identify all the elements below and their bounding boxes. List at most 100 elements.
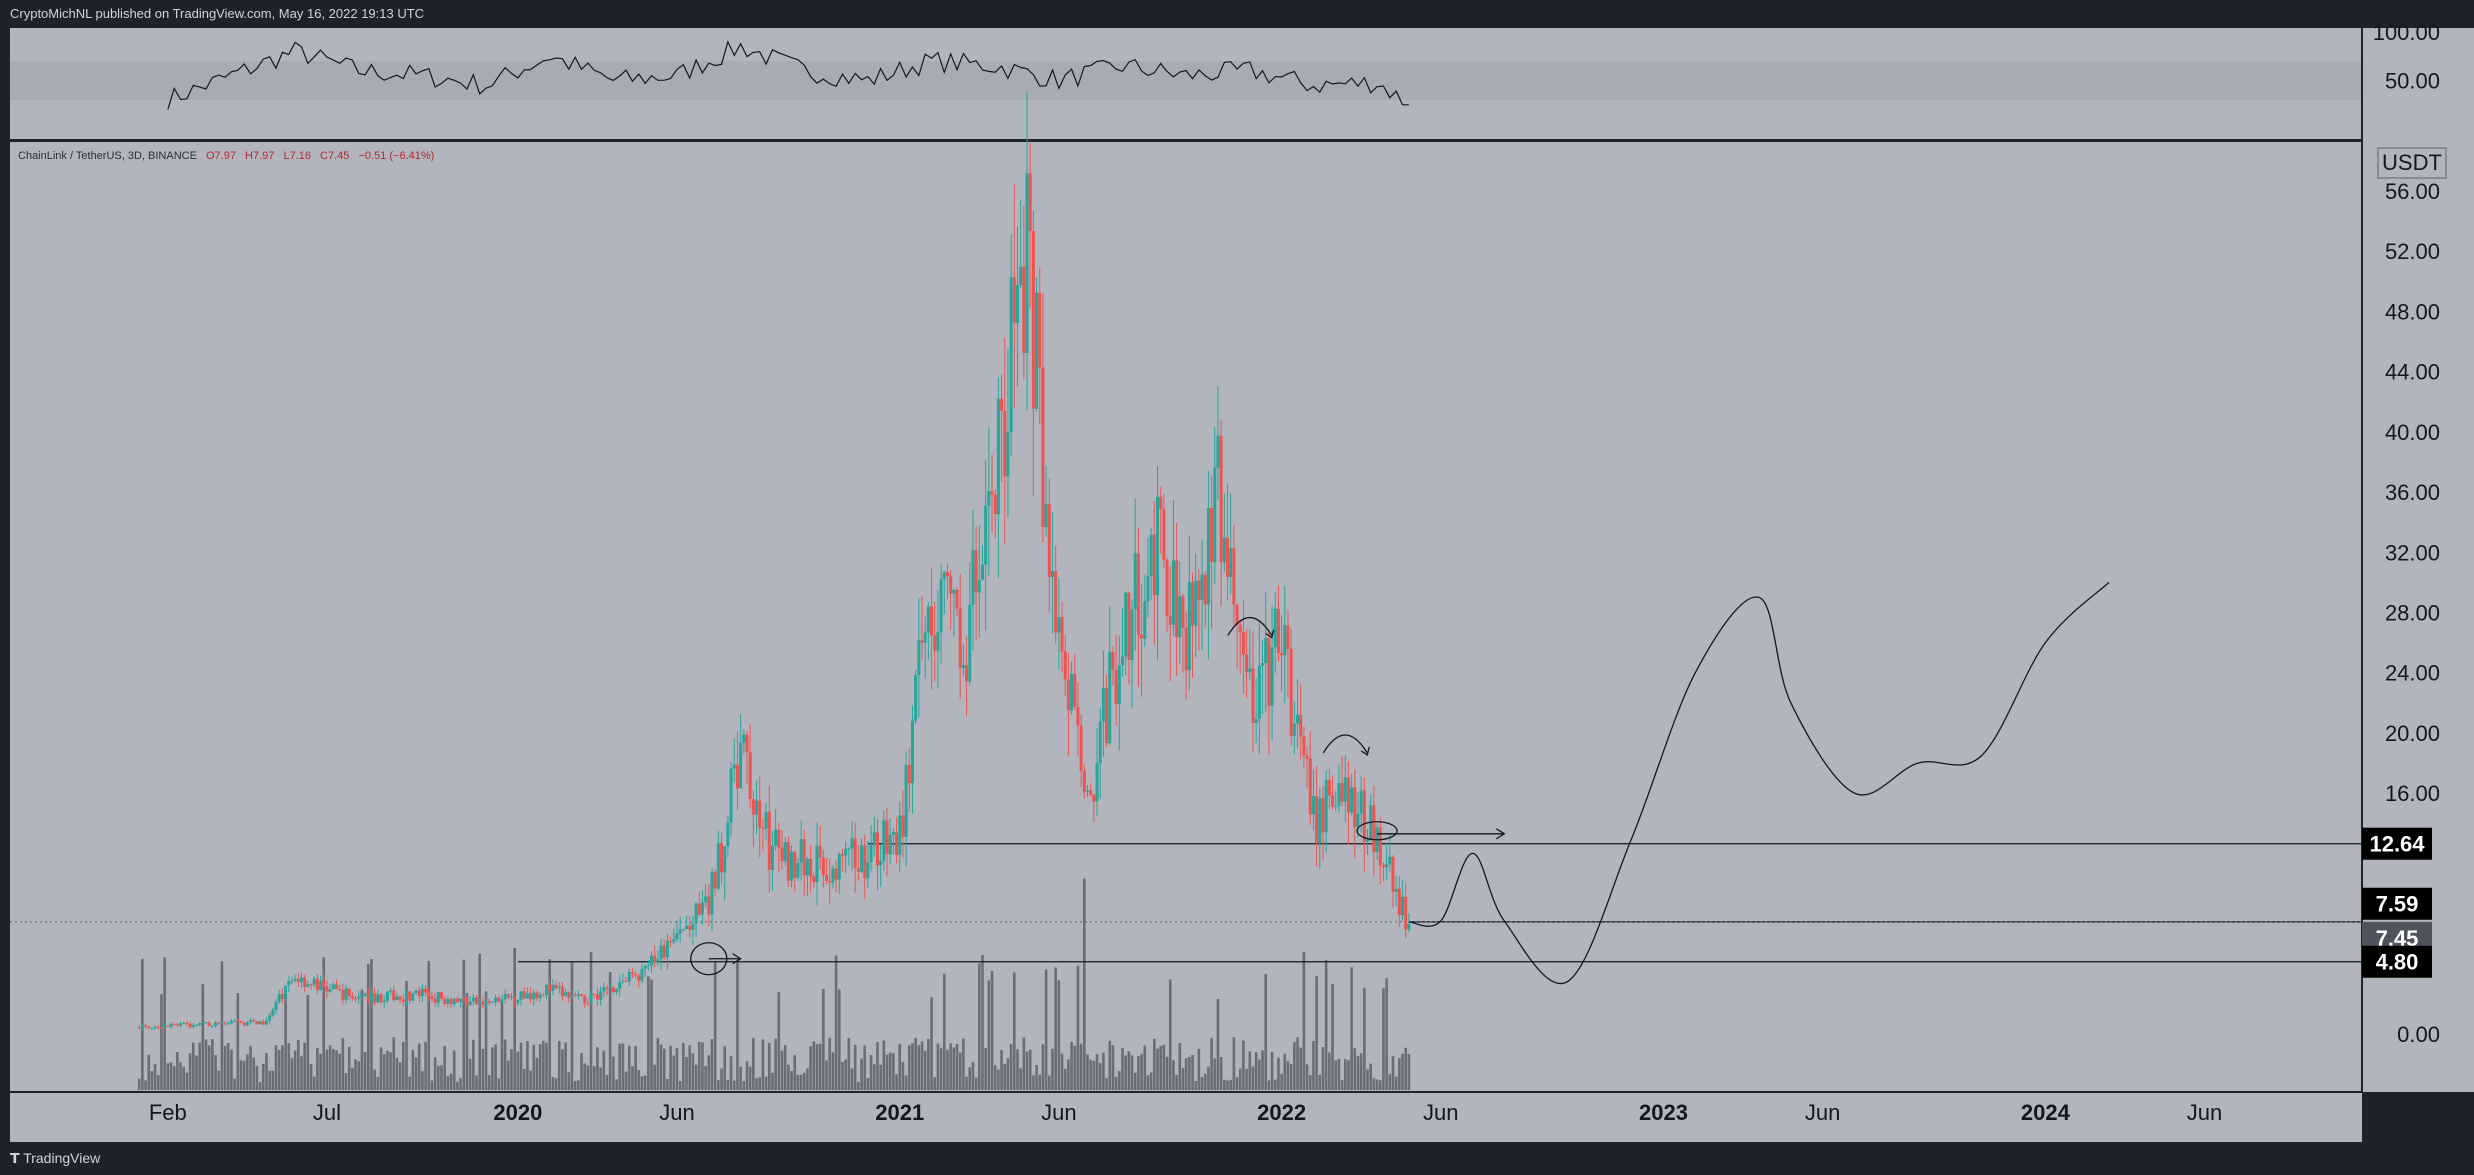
currency-button[interactable] [2377,147,2447,179]
volume-bar [1041,1044,1045,1090]
volume-bar [354,1059,357,1090]
volume-bar [1242,1040,1245,1090]
candle-down [1226,537,1230,577]
volume-bar [344,1073,348,1090]
candle-down [481,1001,485,1006]
candle-up [1385,864,1389,868]
candle-up [681,929,685,931]
volume-bar [351,1067,354,1090]
candle-down [296,978,300,983]
price-tick: 28.00 [2385,601,2440,626]
volume-bar [1394,1076,1398,1090]
time-tick: Jun [1041,1100,1076,1125]
candle-up [287,981,291,986]
volume-bar [322,957,326,1090]
candle-up [201,1022,205,1024]
candle-up [726,822,730,847]
volume-bar [1149,1072,1153,1090]
candle-down [583,995,587,1004]
volume-bar [478,953,481,1090]
candle-up [866,862,870,879]
volume-bar [780,1050,784,1090]
candle-down [1397,888,1401,916]
volume-bar [306,995,310,1090]
candle-down [1000,398,1004,411]
candle-down [777,829,781,848]
volume-bar [898,1043,902,1090]
candle-up [494,997,498,1003]
candle-up [1057,617,1061,633]
volume-bar [1261,1050,1264,1090]
candle-up [312,978,316,985]
candle-down [1162,508,1166,560]
candle-up [245,1022,249,1026]
candle-up [891,832,895,835]
candle-up [1133,553,1137,610]
candle-down [1245,654,1249,672]
candle-up [790,851,794,881]
volume-bar [1210,1038,1213,1090]
candle-up [659,945,663,960]
volume-bar [443,1045,446,1090]
candle-up [214,1022,218,1026]
legend-open: O7.97 [206,150,236,162]
volume-bar [997,1069,1000,1090]
candle-down [341,990,345,1000]
candle-down [175,1024,179,1026]
volume-bar [1401,1053,1404,1090]
volume-bar [316,1048,319,1090]
candle-up [1273,608,1277,648]
volume-bar [176,1052,179,1090]
volume-bar [669,1045,672,1090]
volume-bar [484,991,488,1090]
candle-up [1248,668,1252,672]
candle-down [1054,571,1058,633]
candle-up [980,564,984,581]
candle-up [570,994,574,998]
volume-bar [1063,1068,1067,1090]
candle-up [869,845,873,863]
volume-bar [522,1068,526,1090]
candle-up [602,987,606,992]
candle-up [742,734,746,743]
tradingview-logo[interactable]: 𝗧 TradingView [10,1150,100,1167]
candle-up [608,986,612,989]
volume-bar [545,1042,548,1090]
candle-down [767,811,771,870]
volume-bar [1089,1059,1092,1090]
candle-up [764,811,768,829]
time-axis[interactable] [10,1092,2362,1142]
volume-bar [417,1043,421,1090]
time-tick: 2024 [2021,1100,2071,1125]
volume-bar [1308,1075,1312,1090]
volume-bar [605,1074,609,1090]
candle-up [691,923,695,930]
price-tick: 16.00 [2385,781,2440,806]
volume-bar [223,1045,227,1090]
candle-down [1232,548,1236,605]
candle-up [1229,548,1233,577]
volume-bar [981,955,984,1090]
candle-up [860,845,864,872]
candle-down [735,764,739,789]
candle-up [984,505,988,565]
volume-bar [694,1064,698,1090]
candle-down [1238,624,1242,633]
candle-up [879,861,883,866]
candle-down [217,1022,221,1024]
candle-up [1264,638,1268,663]
volume-bar [465,992,469,1090]
candle-down [1362,790,1366,842]
volume-bar [1305,1064,1309,1090]
candle-down [338,988,342,991]
candle-up [319,980,323,990]
candle-down [392,990,396,1001]
candle-down [592,993,596,995]
candle-up [233,1020,237,1022]
rsi-polyline [167,40,1409,110]
volume-bar [1248,1051,1252,1090]
candle-down [697,903,701,915]
volume-bar [892,1053,895,1090]
volume-bar [156,1075,160,1090]
